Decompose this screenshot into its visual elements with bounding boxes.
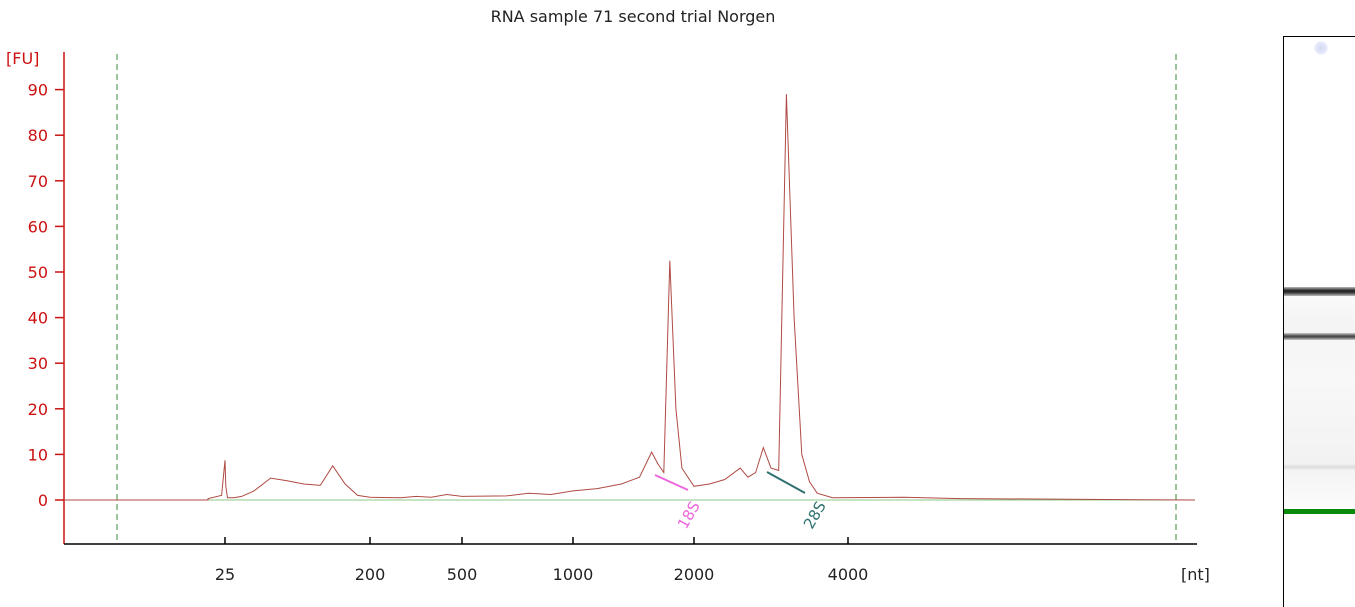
y-tick-label: 50 bbox=[28, 263, 48, 282]
gel-band-faint bbox=[1284, 464, 1355, 470]
gel-band-marker bbox=[1284, 509, 1355, 514]
peak-18s-baseline-segment bbox=[654, 474, 689, 491]
peak-label-18s: 18S bbox=[654, 474, 704, 532]
x-axis-label: [nt] bbox=[1181, 565, 1210, 584]
electropherogram-chart: RNA sample 71 second trial Norgen [FU] [… bbox=[6, 7, 1210, 584]
gel-top-spot bbox=[1314, 41, 1328, 55]
y-tick-label: 10 bbox=[28, 445, 48, 464]
x-tick-label: 4000 bbox=[828, 565, 869, 584]
peak-28s-label: 28S bbox=[800, 498, 830, 532]
gel-band-18s bbox=[1284, 333, 1355, 340]
y-tick-label: 60 bbox=[28, 217, 48, 236]
peak-label-28s: 28S bbox=[766, 471, 830, 532]
x-tick-label: 500 bbox=[447, 565, 478, 584]
y-tick-label: 80 bbox=[28, 126, 48, 145]
y-tick-label: 40 bbox=[28, 309, 48, 328]
x-tick-label: 2000 bbox=[674, 565, 715, 584]
chart-title: RNA sample 71 second trial Norgen bbox=[491, 7, 776, 26]
gel-band-28s bbox=[1284, 287, 1355, 296]
y-axis-label: [FU] bbox=[6, 49, 39, 68]
y-tick-label: 70 bbox=[28, 172, 48, 191]
y-tick-label: 30 bbox=[28, 354, 48, 373]
peak-28s-baseline-segment bbox=[766, 471, 806, 494]
x-tick-label: 1000 bbox=[553, 565, 594, 584]
gel-lane-image bbox=[1283, 36, 1355, 607]
y-tick-label: 20 bbox=[28, 400, 48, 419]
x-tick-label: 25 bbox=[215, 565, 235, 584]
y-tick-label: 0 bbox=[38, 491, 48, 510]
x-tick-label: 200 bbox=[355, 565, 386, 584]
gel-lane-background bbox=[1284, 37, 1355, 607]
peak-18s-label: 18S bbox=[674, 498, 704, 532]
electropherogram-trace bbox=[64, 94, 1196, 501]
y-tick-label: 90 bbox=[28, 81, 48, 100]
